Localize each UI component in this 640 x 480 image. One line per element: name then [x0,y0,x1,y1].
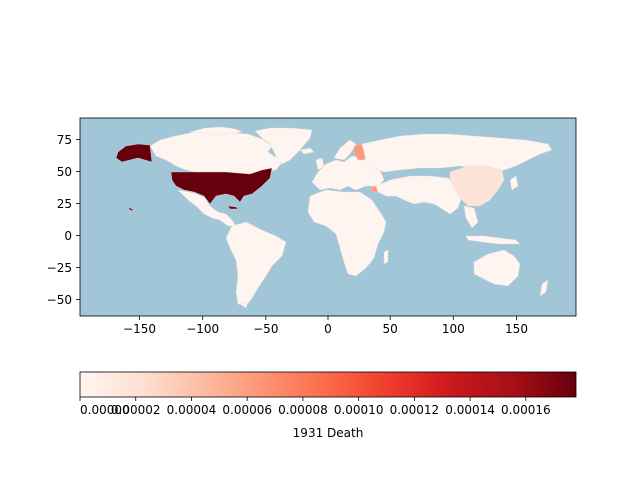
y-tick-label: −50 [47,293,72,307]
map-x-axis: −150 −100 −50 0 50 100 150 [123,316,528,336]
colorbar-tick-label: 0.00000 [80,403,130,417]
region-syria [369,185,379,193]
x-tick-label: 150 [505,322,528,336]
region-madagascar [383,249,389,265]
region-southeast-asia [463,205,479,229]
region-europe [311,155,385,191]
x-tick-label: 100 [442,322,465,336]
region-indonesia [465,235,521,245]
region-new-zealand [539,279,549,297]
region-south-america [225,221,287,307]
region-usa [170,167,273,205]
land-masses [115,126,553,309]
region-alaska [115,143,153,163]
y-tick-label: 50 [57,165,72,179]
colorbar-gradient [80,372,576,397]
colorbar-tick-label: 0.00008 [278,403,328,417]
colorbar-tick-label: 0.00010 [334,403,384,417]
colorbar-tick-label: 0.00012 [390,403,440,417]
y-tick-label: 25 [57,197,72,211]
region-africa [307,189,387,277]
y-tick-label: 75 [57,133,72,147]
colorbar-label: 1931 Death [293,426,364,440]
colorbar-frame [79,371,577,398]
region-iceland [299,147,315,155]
y-tick-label: 0 [64,229,72,243]
region-russia [361,133,553,173]
region-uk [315,157,325,171]
colorbar-tick-label: 0.00002 [111,403,161,417]
region-caribbean [227,205,239,210]
region-hawaii [127,206,135,212]
x-tick-label: 0 [324,322,332,336]
region-greenland [254,127,313,165]
region-arctic-islands [189,126,243,135]
x-tick-label: 50 [383,322,398,336]
map-axes: −150 −100 −50 0 50 100 150 75 50 25 0 −2… [47,117,577,336]
region-australia [473,249,521,287]
colorbar-tick-label: 0.00016 [501,403,551,417]
region-china [449,165,505,207]
region-tierra-del-fuego [239,301,249,309]
colorbar-tick-label: 0.00004 [167,403,217,417]
x-tick-label: −150 [123,322,156,336]
x-tick-label: −100 [186,322,219,336]
map-y-axis: 75 50 25 0 −25 −50 [47,133,80,307]
colorbar-tick-label: 0.00006 [222,403,272,417]
colorbar-tick-label: 0.00014 [445,403,495,417]
region-central-asia [375,175,463,215]
region-japan [509,175,519,191]
x-tick-label: −50 [253,322,278,336]
y-tick-label: −25 [47,261,72,275]
region-scandinavia [333,139,357,161]
